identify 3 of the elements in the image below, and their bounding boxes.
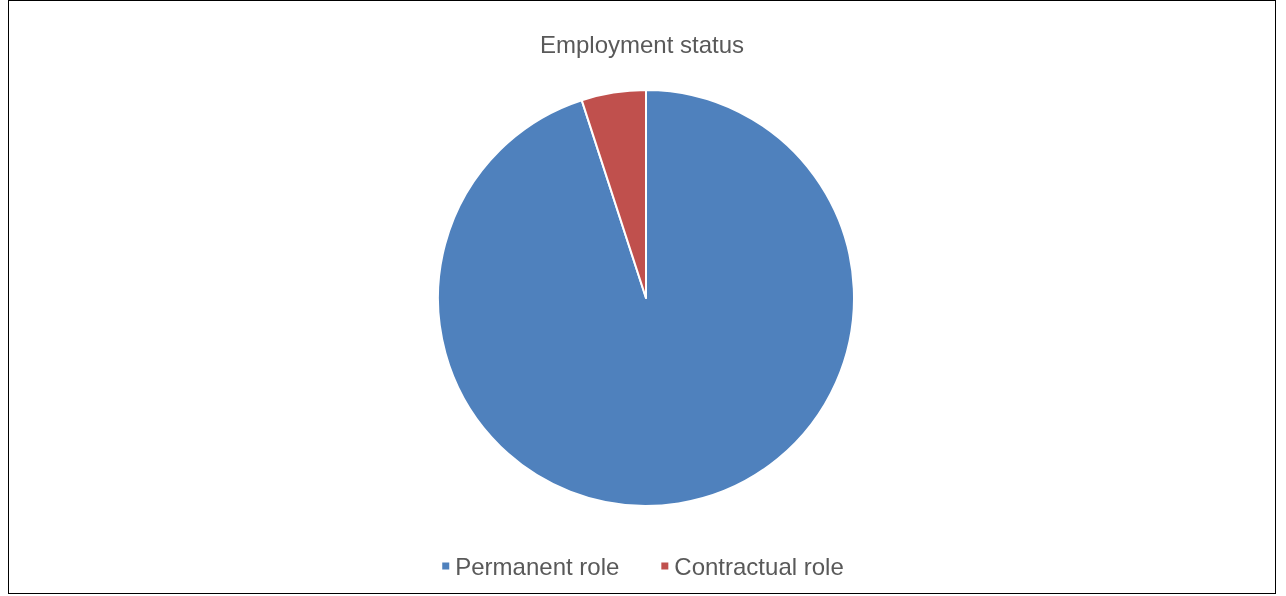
legend-label: Permanent role <box>455 552 620 580</box>
chart-title: Employment status <box>539 30 745 58</box>
legend-label: Contractual role <box>674 552 844 580</box>
